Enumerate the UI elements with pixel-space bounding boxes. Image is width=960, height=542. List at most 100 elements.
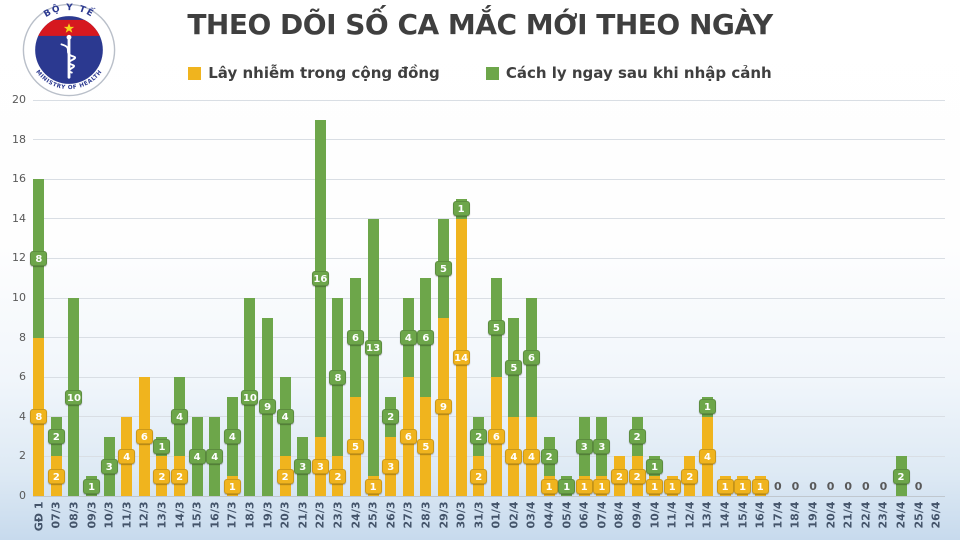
gridline (33, 99, 945, 101)
x-axis-tick-label: 02/4 (507, 501, 521, 529)
y-axis-tick-label: 4 (19, 409, 26, 423)
value-chip-community: 1 (593, 478, 611, 494)
value-chip-quarantine: 6 (417, 330, 435, 346)
y-axis-tick-label: 0 (19, 489, 26, 502)
value-chip-community: 3 (382, 458, 400, 474)
zero-value-label: 0 (826, 480, 835, 493)
x-axis-tick-label: 01/4 (489, 501, 503, 529)
x-axis-tick-label: 13/3 (155, 501, 169, 529)
x-axis-tick-label: 15/3 (190, 501, 204, 529)
value-chip-community: 2 (153, 468, 171, 484)
value-chip-community: 6 (399, 429, 417, 445)
value-chip-quarantine: 4 (223, 429, 241, 445)
value-chip-community: 5 (417, 439, 435, 454)
value-chip-community: 2 (171, 468, 189, 484)
value-chip-quarantine: 2 (470, 429, 488, 445)
y-axis-tick-label: 16 (12, 172, 26, 186)
x-axis-tick-label: 24/4 (894, 501, 908, 529)
value-chip-quarantine: 4 (171, 409, 189, 425)
value-chip-quarantine: 16 (311, 270, 329, 286)
x-axis-tick-label: 27/3 (401, 501, 415, 529)
value-chip-quarantine: 3 (575, 439, 593, 454)
x-axis-tick-label: 11/3 (120, 501, 134, 529)
value-chip-quarantine: 6 (522, 349, 540, 365)
x-axis-tick-label: 25/4 (912, 501, 926, 529)
x-axis-tick-label: GĐ 1 (32, 501, 46, 532)
zero-value-label: 0 (844, 480, 853, 493)
x-axis-tick-label: 09/4 (630, 501, 644, 529)
value-chip-quarantine: 1 (153, 439, 171, 454)
value-chip-quarantine: 5 (505, 359, 523, 375)
x-axis-tick-label: 22/3 (313, 501, 327, 529)
value-chip-quarantine: 2 (47, 429, 65, 445)
x-axis-tick-label: 12/3 (137, 501, 151, 529)
x-axis-tick-label: 11/4 (665, 501, 679, 529)
logo-emblem: BỘ Y TẾ MINISTRY OF HEALTH (22, 3, 116, 97)
value-chip-community: 5 (347, 439, 365, 454)
value-chip-community: 2 (681, 468, 699, 484)
value-chip-community: 2 (628, 468, 646, 484)
ministry-of-health-logo: BỘ Y TẾ MINISTRY OF HEALTH (22, 3, 116, 97)
value-chip-community: 4 (698, 448, 716, 464)
x-axis-tick-label: 20/4 (824, 501, 838, 529)
value-chip-community: 2 (610, 468, 628, 484)
value-chip-quarantine: 3 (294, 458, 312, 474)
x-axis-tick-label: 24/3 (349, 501, 363, 529)
x-axis-tick-label: 17/4 (771, 501, 785, 529)
value-chip-quarantine: 6 (347, 330, 365, 346)
value-chip-quarantine: 4 (188, 448, 206, 464)
value-chip-community: 14 (452, 349, 470, 365)
legend-swatch-community (188, 66, 202, 80)
value-chip-quarantine: 4 (399, 330, 417, 346)
value-chip-community: 4 (118, 448, 136, 464)
value-chip-community: 2 (329, 468, 347, 484)
x-axis-tick-label: 31/3 (472, 501, 486, 529)
value-chip-quarantine: 8 (30, 250, 48, 266)
value-chip-quarantine: 5 (487, 320, 505, 336)
x-axis-tick-label: 22/4 (859, 501, 873, 529)
value-chip-quarantine: 1 (558, 478, 576, 494)
value-chip-quarantine: 9 (259, 399, 277, 415)
value-chip-community: 1 (575, 478, 593, 494)
value-chip-quarantine: 10 (241, 389, 259, 405)
y-axis-tick-label: 10 (12, 291, 26, 304)
y-axis-tick-label: 8 (19, 330, 26, 344)
logo-star-icon (63, 23, 75, 33)
x-axis-tick-label: 16/3 (208, 501, 222, 529)
x-axis-tick-label: 07/3 (49, 501, 63, 529)
x-axis-tick-label: 14/4 (718, 501, 732, 529)
value-chip-quarantine: 5 (435, 260, 452, 276)
value-chip-community: 3 (311, 458, 329, 474)
x-axis-tick-label: 06/4 (577, 501, 591, 529)
value-chip-community: 1 (734, 478, 752, 494)
value-chip-community: 1 (364, 478, 382, 494)
x-axis-tick-label: 19/4 (806, 501, 820, 529)
x-axis-tick-label: 12/4 (683, 501, 697, 529)
plot-area: 0 2 4 6 8 10 12 14 16 18 20 8 8 GĐ 1 2 2 07/3 10 08/3 1 09/3… (12, 93, 945, 531)
value-chip-quarantine: 2 (628, 429, 646, 445)
y-axis-tick-label: 6 (19, 370, 26, 384)
x-axis-tick-label: 09/3 (85, 501, 99, 529)
gridline (33, 376, 945, 378)
x-axis-tick-label: 18/4 (788, 501, 802, 529)
x-axis-tick-label: 10/3 (102, 501, 116, 529)
value-chip-community: 1 (751, 478, 769, 494)
x-axis-tick-label: 03/4 (524, 501, 538, 529)
zero-value-label: 0 (914, 480, 923, 493)
value-chip-community: 1 (663, 478, 681, 494)
chart-legend: Lây nhiễm trong cộng đồng Cách ly ngay s… (0, 62, 960, 84)
x-axis-tick-label: 10/4 (648, 501, 662, 529)
value-chip-community: 6 (487, 429, 505, 445)
zero-value-label: 0 (861, 480, 870, 493)
zero-value-label: 0 (879, 480, 888, 493)
x-axis-tick-label: 26/3 (384, 501, 398, 529)
x-axis-tick-label: 26/4 (929, 501, 943, 529)
value-chip-quarantine: 1 (452, 201, 470, 217)
value-chip-community: 1 (646, 478, 664, 494)
x-axis-tick-label: 28/3 (419, 501, 433, 529)
x-axis-tick-label: 29/3 (437, 501, 450, 529)
value-chip-community: 6 (135, 429, 153, 445)
x-axis-tick-label: 07/4 (595, 501, 609, 529)
value-chip-community: 1 (223, 478, 241, 494)
